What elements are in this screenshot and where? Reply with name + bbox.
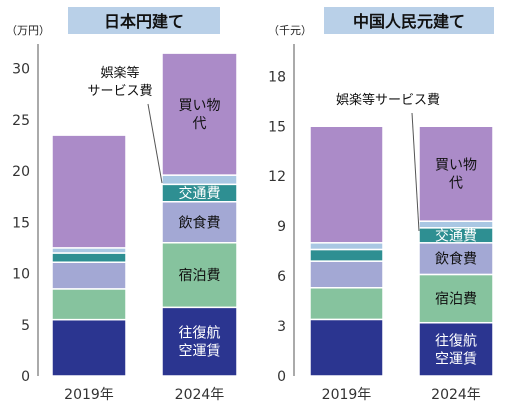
bar-segment-lodging [309, 287, 384, 321]
y-tick-label: 25 [12, 113, 30, 129]
y-axis-unit: （万円） [6, 24, 50, 37]
segment-label-lodging: 宿泊費 [179, 267, 221, 284]
x-tick-label: 2024年 [175, 387, 225, 403]
x-tick-label: 2019年 [64, 387, 114, 403]
y-tick-label: 12 [268, 169, 286, 185]
bar-segment-lodging [51, 288, 127, 321]
segment-label-food: 飲食費 [179, 214, 221, 231]
y-tick-label: 15 [12, 215, 30, 231]
segment-label-entertainment: 交通費 [435, 227, 477, 244]
bar-segment-transport [51, 318, 127, 377]
segment-label-transport: 空運賃 [179, 344, 221, 360]
chart-title-box [324, 7, 494, 34]
bar-segment-service [418, 220, 494, 229]
y-axis-unit: （千元） [268, 24, 312, 37]
bar-segment-food [309, 260, 384, 289]
y-tick-label: 15 [268, 119, 286, 135]
segment-label-entertainment: 交通費 [179, 185, 221, 202]
x-tick-label: 2024年 [431, 387, 481, 403]
y-tick-label: 18 [268, 69, 286, 85]
annotation-leader-line [147, 103, 163, 184]
y-tick-label: 10 [12, 267, 30, 283]
bar-segment-shopping [161, 52, 238, 176]
annotation-label: サービス費 [87, 84, 152, 99]
segment-label-lodging: 宿泊費 [435, 291, 477, 308]
bar-segment-transport [309, 318, 384, 377]
segment-label-food: 飲食費 [435, 251, 477, 268]
segment-label-shopping: 代 [193, 116, 207, 132]
bar-segment-service [51, 247, 127, 254]
bar-segment-transport [161, 306, 238, 377]
annotation-label: 娯楽等 [100, 65, 139, 81]
annotation-leader-line [411, 112, 420, 232]
chart-title: 中国人民元建て [353, 12, 465, 31]
y-tick-label: 3 [277, 319, 286, 335]
y-tick-label: 0 [277, 369, 286, 385]
segment-label-transport: 往復航 [179, 325, 221, 342]
bar-segment-shopping [418, 125, 494, 222]
y-tick-label: 9 [277, 219, 286, 235]
chart-title: 日本円建て [104, 12, 184, 31]
bar-segment-service [161, 174, 238, 186]
segment-label-shopping: 買い物 [435, 158, 477, 174]
segment-label-transport: 空運賃 [435, 351, 477, 367]
chart-title-box [68, 7, 220, 34]
annotation-label: 娯楽等サービス費 [336, 92, 440, 108]
bar-segment-food [51, 261, 127, 290]
segment-label-shopping: 買い物 [179, 98, 221, 114]
bar-segment-shopping [51, 134, 127, 249]
bar-segment-entertainment [309, 248, 384, 262]
segment-label-shopping: 代 [449, 176, 463, 192]
x-tick-label: 2019年 [322, 387, 372, 403]
segment-label-transport: 往復航 [435, 332, 477, 349]
bar-segment-service [309, 242, 384, 251]
y-tick-label: 20 [12, 164, 30, 180]
bar-segment-entertainment [51, 252, 127, 263]
bar-segment-transport [418, 321, 494, 377]
y-tick-label: 30 [12, 62, 30, 78]
y-tick-label: 6 [277, 269, 286, 285]
y-tick-label: 5 [21, 318, 30, 334]
bar-segment-lodging [161, 242, 238, 309]
bar-segment-shopping [309, 125, 384, 244]
y-tick-label: 0 [21, 369, 30, 385]
